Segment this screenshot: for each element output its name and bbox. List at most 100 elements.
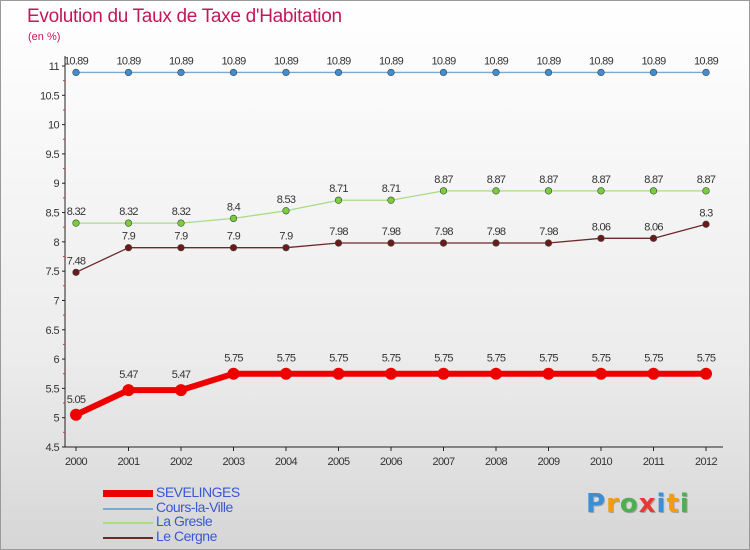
data-label: 8.32 (172, 206, 191, 218)
data-point (387, 239, 395, 247)
data-point (544, 239, 553, 247)
legend-swatch (103, 536, 153, 539)
data-point (387, 196, 395, 204)
y-tick-label: 6 (53, 354, 59, 366)
data-label: 5.75 (329, 353, 348, 365)
data-point (280, 367, 292, 380)
data-label: 5.75 (277, 353, 296, 365)
data-point (702, 220, 710, 228)
y-tick-label: 10.5 (40, 90, 59, 102)
chart-title: Evolution du Taux de Taxe d'Habitation (27, 6, 342, 27)
data-point (122, 384, 135, 397)
data-point (177, 68, 185, 77)
data-point (492, 239, 500, 247)
data-label: 10.89 (169, 55, 194, 67)
data-label: 10.89 (274, 55, 299, 67)
legend-swatch (103, 522, 153, 524)
proxiti-logo: Proxiti (586, 489, 690, 519)
y-tick-label: 4.5 (46, 442, 60, 454)
y-tick-label: 6.5 (46, 325, 60, 337)
data-label: 5.75 (592, 353, 611, 365)
data-point (542, 367, 555, 380)
data-point (649, 68, 658, 77)
logo-letter: i (679, 489, 690, 519)
data-label: 7.9 (279, 231, 293, 243)
data-point (334, 68, 343, 77)
x-tick-label: 2000 (65, 456, 88, 468)
data-point (177, 244, 185, 252)
data-label: 10.89 (326, 55, 351, 67)
data-point (124, 219, 133, 227)
data-label: 7.98 (382, 226, 401, 238)
data-label: 5.75 (224, 353, 243, 365)
data-point (439, 239, 448, 247)
data-point (124, 68, 133, 77)
data-point (70, 408, 82, 421)
y-tick-label: 8 (53, 237, 59, 249)
data-point (72, 68, 80, 77)
data-point (72, 268, 80, 276)
data-label: 8.87 (487, 174, 506, 186)
data-label: 7.98 (539, 226, 558, 238)
logo-letter: x (638, 489, 657, 519)
data-point (177, 219, 185, 227)
data-label: 7.9 (122, 231, 136, 243)
data-label: 8.71 (329, 183, 348, 195)
data-label: 10.89 (536, 55, 561, 67)
y-tick-label: 7 (53, 295, 59, 307)
y-tick-label: 10 (48, 120, 60, 132)
data-label: 10.89 (589, 55, 614, 67)
data-label: 8.32 (67, 206, 86, 218)
data-label: 8.87 (434, 174, 453, 186)
data-point (595, 367, 607, 380)
data-label: 5.75 (487, 353, 506, 365)
data-point (544, 68, 553, 77)
data-label: 8.32 (119, 206, 138, 218)
data-label: 8.06 (592, 221, 611, 233)
x-tick-label: 2011 (643, 456, 665, 468)
data-label: 8.87 (644, 174, 663, 186)
legend-label: La Gresle (156, 513, 213, 529)
x-tick-label: 2008 (485, 456, 508, 468)
data-label: 10.89 (641, 55, 666, 67)
data-label: 5.05 (67, 394, 86, 406)
data-label: 5.47 (172, 369, 191, 381)
data-point (492, 187, 500, 195)
data-label: 7.98 (329, 226, 348, 238)
data-point (229, 244, 238, 252)
data-point (387, 68, 395, 77)
data-point (649, 187, 658, 195)
x-tick-label: 2002 (170, 456, 193, 468)
data-point (334, 196, 343, 204)
data-label: 7.9 (227, 231, 241, 243)
y-tick-label: 9.5 (46, 149, 60, 161)
data-label: 5.75 (539, 353, 558, 365)
data-point (597, 187, 605, 195)
data-point (597, 68, 605, 77)
data-point (227, 367, 240, 380)
y-tick-label: 8.5 (46, 208, 60, 220)
data-label: 5.75 (434, 353, 453, 365)
data-point (702, 68, 710, 77)
legend-label: SEVELINGES (156, 484, 240, 500)
logo-letter: i (656, 489, 667, 519)
data-point (439, 187, 448, 195)
legend-swatch (103, 490, 153, 497)
data-label: 7.98 (434, 226, 453, 238)
data-label: 8.53 (277, 194, 296, 206)
y-tick-label: 5.5 (46, 383, 60, 395)
data-label: 10.89 (379, 55, 404, 67)
x-tick-label: 2006 (380, 456, 403, 468)
data-point (437, 367, 450, 380)
data-label: 8.71 (382, 183, 401, 195)
x-tick-label: 2012 (695, 456, 718, 468)
data-point (72, 219, 80, 227)
data-point (490, 367, 502, 380)
x-tick-label: 2001 (117, 456, 140, 468)
y-tick-label: 11 (49, 61, 60, 73)
data-label: 10.89 (484, 55, 509, 67)
data-label: 10.89 (221, 55, 246, 67)
data-label: 8.3 (699, 207, 713, 219)
legend-swatch (103, 507, 153, 510)
